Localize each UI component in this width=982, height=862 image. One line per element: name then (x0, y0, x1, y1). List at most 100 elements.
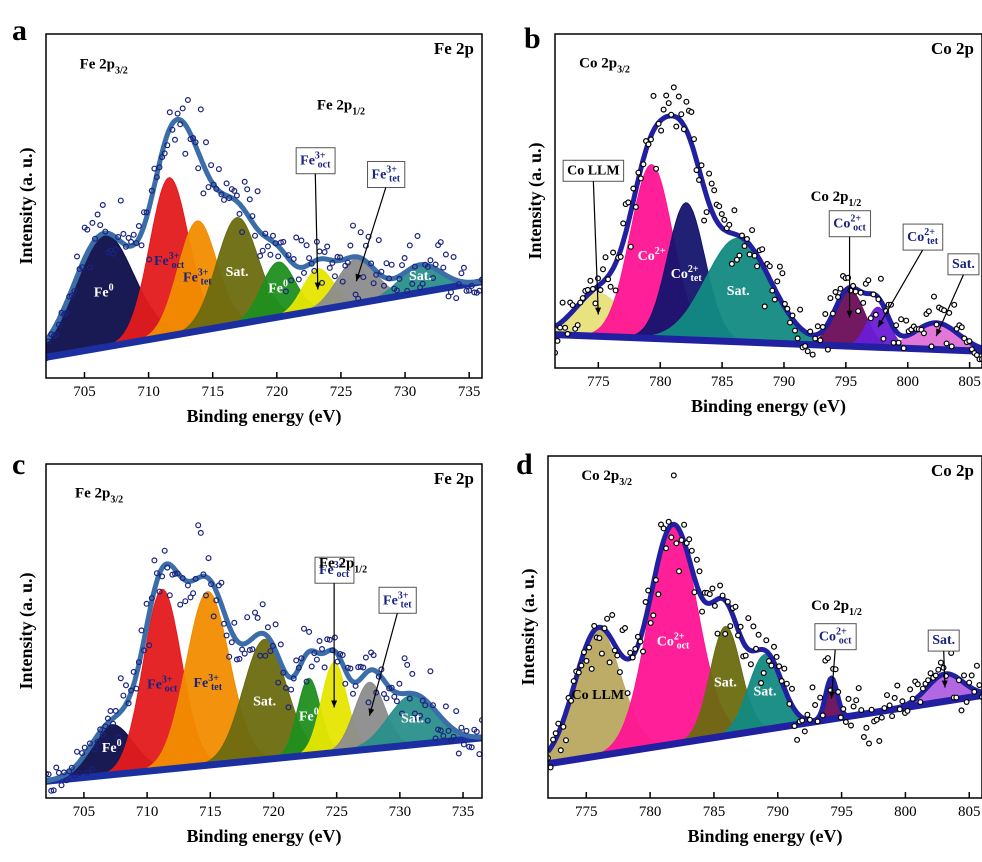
data-point (246, 646, 253, 653)
peak-label-text: Sat. (226, 265, 249, 280)
data-point (298, 237, 305, 244)
data-point (252, 232, 259, 239)
data-point (584, 286, 591, 293)
peak-label-sup: 3+ (208, 673, 219, 684)
panel-letter: c (12, 448, 25, 481)
data-point (306, 255, 313, 262)
data-point (690, 136, 697, 143)
data-point (870, 291, 877, 298)
data-point (73, 748, 80, 755)
data-point (602, 254, 609, 261)
data-point (352, 682, 359, 689)
data-point (837, 714, 844, 721)
plot-area (548, 472, 982, 771)
data-point (971, 688, 978, 695)
data-point (647, 136, 654, 143)
data-point (368, 260, 375, 267)
data-point (933, 321, 940, 328)
data-point (663, 92, 670, 99)
x-tick-label: 735 (458, 384, 481, 400)
peak-label-text: Fe (94, 285, 109, 300)
data-point (647, 619, 654, 626)
data-point (855, 685, 862, 692)
data-point (891, 694, 898, 701)
data-point (832, 289, 839, 296)
data-point (440, 732, 447, 739)
data-point (301, 269, 308, 276)
data-point (845, 695, 852, 702)
peak-label-text: Fe (299, 710, 314, 725)
data-point (355, 295, 362, 302)
data-point (117, 197, 124, 204)
data-point (562, 324, 569, 331)
data-point (453, 708, 460, 715)
panel-letter: b (524, 22, 541, 55)
data-point (419, 697, 426, 704)
data-point (668, 111, 675, 118)
data-point (71, 772, 78, 779)
data-point (577, 299, 584, 306)
arrow (592, 181, 599, 315)
data-point (46, 770, 49, 777)
data-point (466, 743, 473, 750)
data-point (564, 330, 571, 337)
data-point (153, 570, 160, 577)
data-point (79, 750, 86, 757)
data-point (117, 675, 124, 682)
data-point (197, 106, 204, 113)
data-point (932, 672, 939, 679)
data-point (280, 669, 287, 676)
data-point (143, 209, 150, 216)
data-point (941, 307, 948, 314)
data-point (948, 343, 955, 350)
data-point (817, 694, 824, 701)
x-axis-title: Binding energy (eV) (187, 406, 342, 427)
panel-letter: a (12, 14, 27, 47)
data-point (473, 728, 480, 735)
data-point (241, 178, 248, 185)
data-point (239, 646, 246, 653)
data-point (794, 335, 801, 342)
data-point (778, 677, 785, 684)
data-point (958, 707, 965, 714)
data-point (417, 284, 424, 291)
peak-label-1: Fe0 (102, 738, 122, 756)
data-point (221, 196, 228, 203)
panel-title: Fe 2p (434, 469, 474, 488)
raw-data-points (46, 96, 482, 362)
y-axis-title: Intensity (a. u.) (16, 147, 37, 264)
data-point (406, 695, 413, 702)
peak-label-text: Fe (268, 281, 283, 296)
data-point (973, 662, 980, 669)
plot-frame (45, 33, 483, 379)
x-tick-label: 725 (330, 384, 353, 400)
data-point (46, 355, 49, 362)
data-point (634, 633, 641, 640)
data-point (766, 263, 773, 270)
peak-label-6: Fe3+ oct (319, 560, 350, 580)
data-point (711, 187, 718, 194)
data-point (675, 93, 682, 100)
data-point (440, 264, 447, 271)
data-point (605, 276, 612, 283)
data-point (814, 323, 821, 330)
data-point (829, 310, 836, 317)
peak-label-8: Sat. (401, 711, 424, 726)
data-point (190, 135, 197, 142)
background-line (46, 278, 482, 361)
data-point (819, 324, 826, 331)
annotation-1: Co 2p3/2 (579, 55, 630, 75)
data-point (73, 253, 80, 260)
data-point (326, 264, 333, 271)
data-point (745, 615, 752, 622)
data-point (737, 623, 744, 630)
x-tick-label: 800 (896, 374, 919, 390)
data-point (128, 238, 135, 245)
data-point (663, 545, 670, 552)
data-point (620, 220, 627, 227)
data-point (272, 621, 279, 628)
data-point (797, 306, 804, 313)
data-point (968, 672, 975, 679)
data-point (759, 246, 766, 253)
